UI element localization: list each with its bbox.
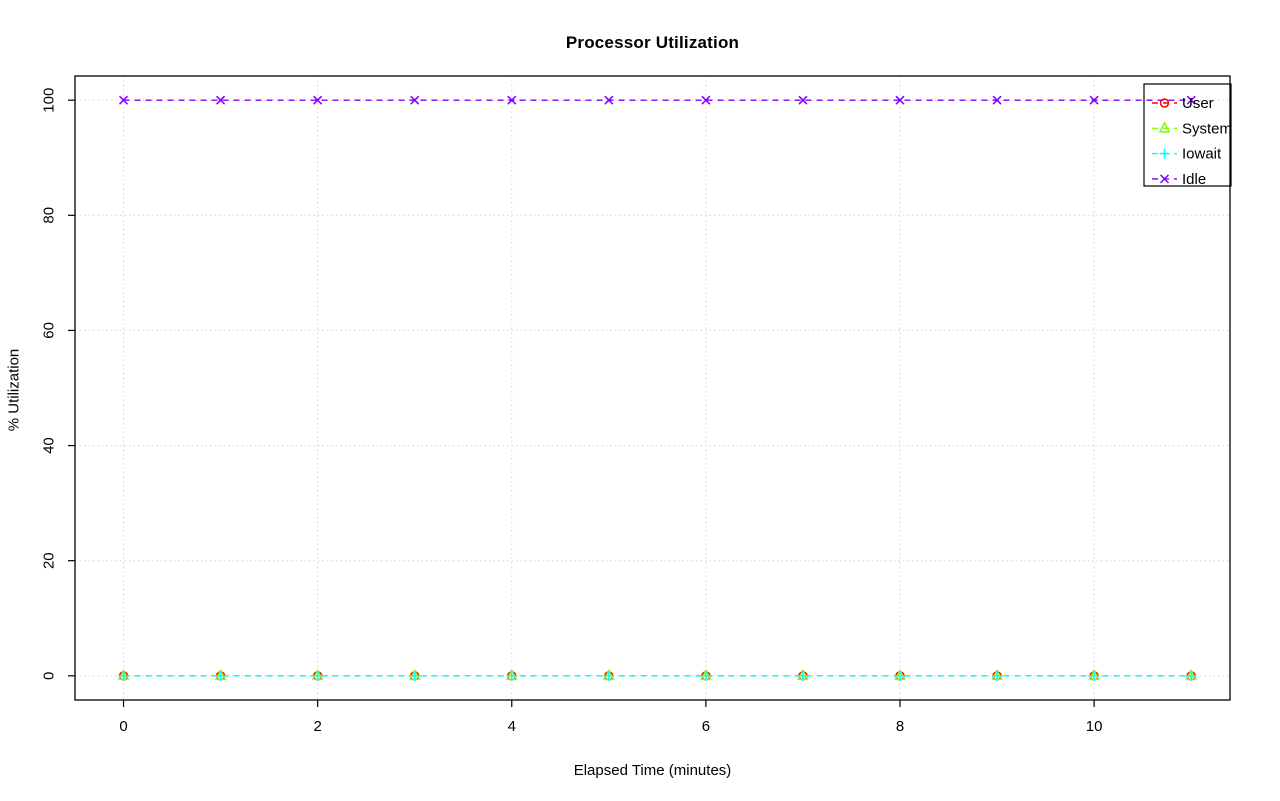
x-axis-label: Elapsed Time (minutes)	[573, 762, 732, 779]
x-marker-icon	[992, 95, 1002, 105]
series-iowait	[118, 670, 1197, 681]
series-system	[117, 668, 1198, 681]
legend-entry: System	[1152, 120, 1232, 137]
x-marker-icon	[1186, 95, 1196, 105]
legend-label: User	[1182, 95, 1214, 112]
y-tick-label: 100	[40, 88, 57, 113]
x-marker-icon	[118, 95, 129, 105]
x-marker-icon	[798, 95, 808, 105]
legend-entry: Iowait	[1152, 146, 1222, 163]
legend-label: System	[1182, 120, 1232, 137]
y-axis: 0 20 40 60 80 100	[40, 88, 75, 680]
y-tick-label: 40	[40, 437, 57, 454]
y-tick-label: 20	[40, 552, 57, 569]
x-marker-icon	[895, 95, 905, 105]
x-marker-icon	[216, 95, 226, 105]
x-marker-icon	[410, 95, 420, 105]
x-tick-label: 10	[1086, 718, 1103, 735]
circle-marker-icon	[1159, 98, 1170, 108]
chart-title: Processor Utilization	[565, 33, 740, 52]
x-marker-icon	[507, 95, 517, 105]
x-tick-label: 2	[313, 718, 321, 735]
legend-entry: Idle	[1152, 171, 1206, 188]
y-tick-label: 80	[40, 207, 57, 224]
x-marker-icon	[1089, 95, 1099, 105]
x-axis: 0 2 4 6 8 10	[119, 700, 1102, 735]
x-marker-icon	[313, 95, 323, 105]
legend-entry: User	[1152, 95, 1214, 112]
series-idle	[118, 95, 1196, 105]
legend: User System Iowait Idle	[1143, 83, 1232, 188]
x-tick-label: 8	[896, 718, 904, 735]
plot-border	[74, 75, 1231, 701]
x-marker-icon	[604, 95, 614, 105]
x-marker-icon	[1159, 174, 1170, 184]
x-marker-icon	[701, 95, 711, 105]
legend-label: Iowait	[1182, 146, 1222, 163]
grid	[75, 76, 1230, 700]
y-tick-label: 60	[40, 322, 57, 339]
x-tick-label: 0	[119, 718, 127, 735]
legend-label: Idle	[1182, 171, 1206, 188]
triangle-marker-icon	[1158, 121, 1171, 133]
x-tick-label: 6	[702, 718, 710, 735]
y-tick-label: 0	[40, 672, 57, 680]
x-tick-label: 4	[508, 718, 516, 735]
legend-box	[1143, 83, 1232, 187]
